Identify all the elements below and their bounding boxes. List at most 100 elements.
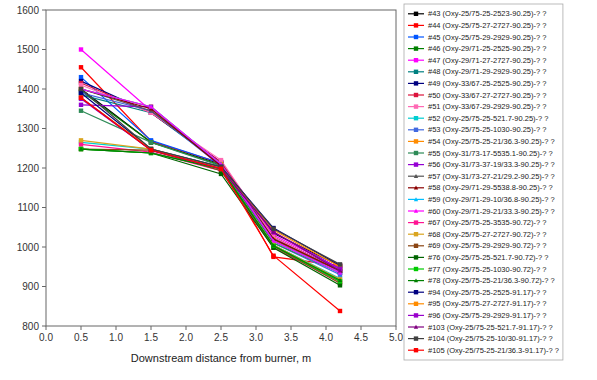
data-point — [219, 167, 223, 171]
plot-frame — [46, 10, 396, 326]
legend-label: #104 (Oxy-25/75-25-10/30-91.17)-? ? — [428, 334, 553, 343]
legend-label: #54 (Oxy-25/75-25-21/36.3-90.25)-? ? — [428, 137, 555, 146]
series-line — [81, 95, 340, 271]
y-tick — [42, 89, 46, 90]
x-tick — [396, 326, 397, 330]
series-line — [81, 83, 340, 271]
series-line — [81, 149, 340, 281]
legend-label: #68 (Oxy-25/75-27-2727-90.72)-? ? — [428, 230, 546, 239]
legend-marker — [414, 162, 418, 166]
data-point — [219, 167, 223, 171]
x-tick — [46, 326, 47, 330]
data-point — [79, 87, 83, 91]
legend-marker — [414, 35, 418, 39]
legend: #43 (Oxy-25/75-25-2523-90.25)-? ?#44 (Ox… — [404, 4, 563, 360]
x-tick-label: 1.0 — [109, 332, 123, 343]
legend-label: #49 (Oxy-33/67-25-2525-90.25)-? ? — [428, 79, 546, 88]
data-point — [79, 87, 83, 91]
legend-marker — [414, 278, 418, 282]
series-line — [81, 140, 340, 279]
series-line — [81, 89, 340, 271]
series-line — [81, 149, 340, 280]
data-point — [149, 140, 153, 144]
y-tick-label: 1400 — [17, 84, 40, 95]
legend-marker — [414, 174, 418, 178]
legend-marker — [414, 139, 418, 143]
x-tick — [151, 326, 152, 330]
y-tick — [42, 168, 46, 169]
data-point — [79, 75, 83, 79]
legend-marker — [414, 255, 418, 259]
data-point — [338, 283, 342, 287]
series — [79, 87, 342, 273]
x-tick-label: 0.5 — [74, 332, 88, 343]
legend-marker — [414, 290, 418, 294]
series — [79, 83, 342, 273]
series — [79, 91, 342, 277]
legend-label: #56 (Oxy-31/73-37-19/33.3-90.25)-? ? — [428, 160, 555, 169]
data-point — [338, 278, 342, 282]
x-tick — [116, 326, 117, 330]
legend-label: #52 (Oxy-25/75-25-521.7-90.25)-? ? — [428, 114, 549, 123]
legend-label: #67 (Oxy-25/75-25-3535-90.72)-? ? — [428, 218, 546, 227]
legend-marker — [414, 81, 418, 85]
series — [79, 140, 342, 281]
series — [79, 109, 342, 275]
legend-label: #44 (Oxy-25/75-27-2727-90.25)-? ? — [428, 21, 546, 30]
series — [79, 87, 342, 275]
x-tick-label: 0.0 — [39, 332, 53, 343]
x-tick-label: 1.5 — [144, 332, 158, 343]
y-tick-label: 1300 — [17, 123, 40, 134]
y-tick — [42, 128, 46, 129]
series — [79, 91, 342, 268]
series-line — [81, 93, 340, 266]
series — [79, 87, 342, 267]
legend-frame — [404, 4, 563, 360]
legend-label: #105 (Oxy-25/75-25-21/36.3-91.17)-? ? — [428, 346, 559, 355]
data-point — [79, 91, 83, 95]
series-line — [81, 85, 340, 271]
legend-marker — [414, 186, 418, 190]
series-line — [81, 93, 340, 275]
series — [79, 87, 342, 273]
legend-label: #53 (Oxy-25/75-25-1030-90.25)-? ? — [428, 125, 546, 134]
data-point — [79, 147, 83, 151]
data-point — [271, 253, 275, 257]
data-point — [79, 95, 83, 99]
legend-marker — [414, 348, 418, 352]
series — [79, 87, 342, 275]
legend-label: #96 (Oxy-25/75-29-2929-91.17)-? ? — [428, 311, 546, 320]
x-tick-label: 4.5 — [354, 332, 368, 343]
legend-marker — [414, 23, 418, 27]
series — [79, 79, 342, 273]
data-point — [79, 87, 83, 91]
chart: 0.00.51.01.52.02.53.03.54.04.55.08009001… — [0, 0, 597, 380]
x-tick — [256, 326, 257, 330]
series — [79, 95, 342, 313]
data-point — [219, 158, 223, 162]
data-point — [79, 95, 83, 99]
series — [79, 47, 342, 271]
data-point — [79, 109, 83, 113]
x-tick — [221, 326, 222, 330]
y-tick-label: 800 — [22, 321, 39, 332]
data-point — [149, 148, 153, 152]
y-tick-label: 1000 — [17, 242, 40, 253]
legend-marker — [414, 128, 418, 132]
x-axis-label: Downstream distance from burner, m — [131, 352, 311, 364]
legend-marker — [414, 58, 418, 62]
data-point — [271, 227, 275, 231]
data-point — [149, 148, 153, 152]
legend-marker — [414, 46, 418, 50]
data-point — [219, 167, 223, 171]
data-point — [149, 105, 153, 109]
x-tick-label: 4.0 — [319, 332, 333, 343]
data-point — [79, 95, 83, 99]
y-tick-label: 1200 — [17, 163, 40, 174]
y-tick — [42, 49, 46, 50]
legend-label: #50 (Oxy-33/67-27-2727-90.25)-? ? — [428, 91, 546, 100]
data-point — [79, 83, 83, 87]
data-point — [79, 91, 83, 95]
series — [79, 142, 342, 284]
legend-label: #58 (Oxy-29/71-29-5538.8-90.25)-? ? — [428, 183, 553, 192]
